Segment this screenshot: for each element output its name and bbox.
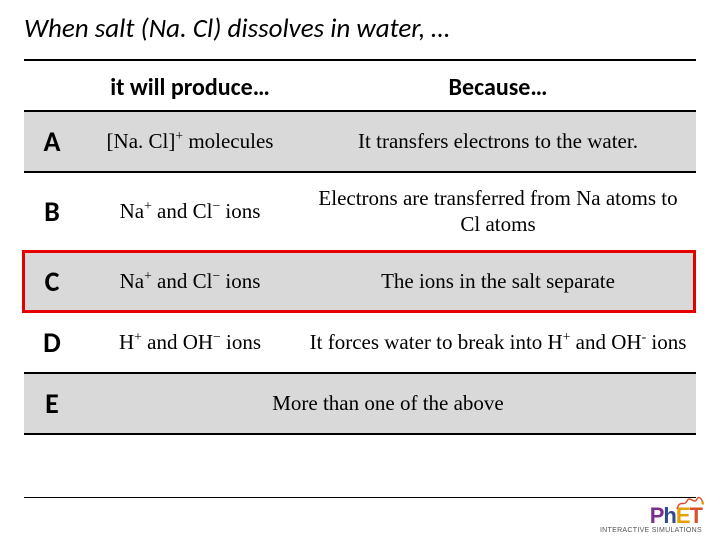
title-suffix: ) dissolves in water, …: [213, 12, 450, 45]
row-produce: H+ and OH− ions: [80, 312, 300, 373]
table-row: CNa+ and Cl− ionsThe ions in the salt se…: [24, 251, 696, 312]
slide: When salt (Na. Cl) dissolves in water, ……: [0, 0, 720, 435]
header-empty: [24, 65, 80, 111]
table-body: A[Na. Cl]+ moleculesIt transfers electro…: [24, 111, 696, 434]
phet-h: h: [663, 503, 675, 528]
table-row: BNa+ and Cl− ionsElectrons are transferr…: [24, 172, 696, 251]
row-because: It transfers electrons to the water.: [300, 111, 696, 172]
phet-tagline: INTERACTIVE SIMULATIONS: [600, 527, 702, 534]
table-row: DH+ and OH− ionsIt forces water to break…: [24, 312, 696, 373]
header-produce: it will produce…: [80, 65, 300, 111]
title-rule: [24, 59, 696, 61]
row-letter: D: [24, 312, 80, 373]
row-because: It forces water to break into H+ and OH-…: [300, 312, 696, 373]
table-row: A[Na. Cl]+ moleculesIt transfers electro…: [24, 111, 696, 172]
row-letter: E: [24, 373, 80, 434]
phet-p: P: [650, 503, 664, 528]
slide-title: When salt (Na. Cl) dissolves in water, …: [24, 12, 696, 53]
header-because: Because…: [300, 65, 696, 111]
title-prefix: When salt (: [24, 12, 149, 45]
row-letter: C: [24, 251, 80, 312]
phet-logo: PhET INTERACTIVE SIMULATIONS: [600, 505, 702, 534]
row-because: The ions in the salt separate: [300, 251, 696, 312]
answer-table: it will produce… Because… A[Na. Cl]+ mol…: [24, 65, 696, 435]
phet-scribble-icon: [676, 495, 704, 511]
row-letter: A: [24, 111, 80, 172]
table-header-row: it will produce… Because…: [24, 65, 696, 111]
table-row: EMore than one of the above: [24, 373, 696, 434]
row-span-text: More than one of the above: [80, 373, 696, 434]
footer-rule: [24, 497, 696, 498]
row-produce: [Na. Cl]+ molecules: [80, 111, 300, 172]
row-because: Electrons are transferred from Na atoms …: [300, 172, 696, 251]
row-letter: B: [24, 172, 80, 251]
row-produce: Na+ and Cl− ions: [80, 251, 300, 312]
title-formula: Na. Cl: [149, 12, 214, 45]
row-produce: Na+ and Cl− ions: [80, 172, 300, 251]
